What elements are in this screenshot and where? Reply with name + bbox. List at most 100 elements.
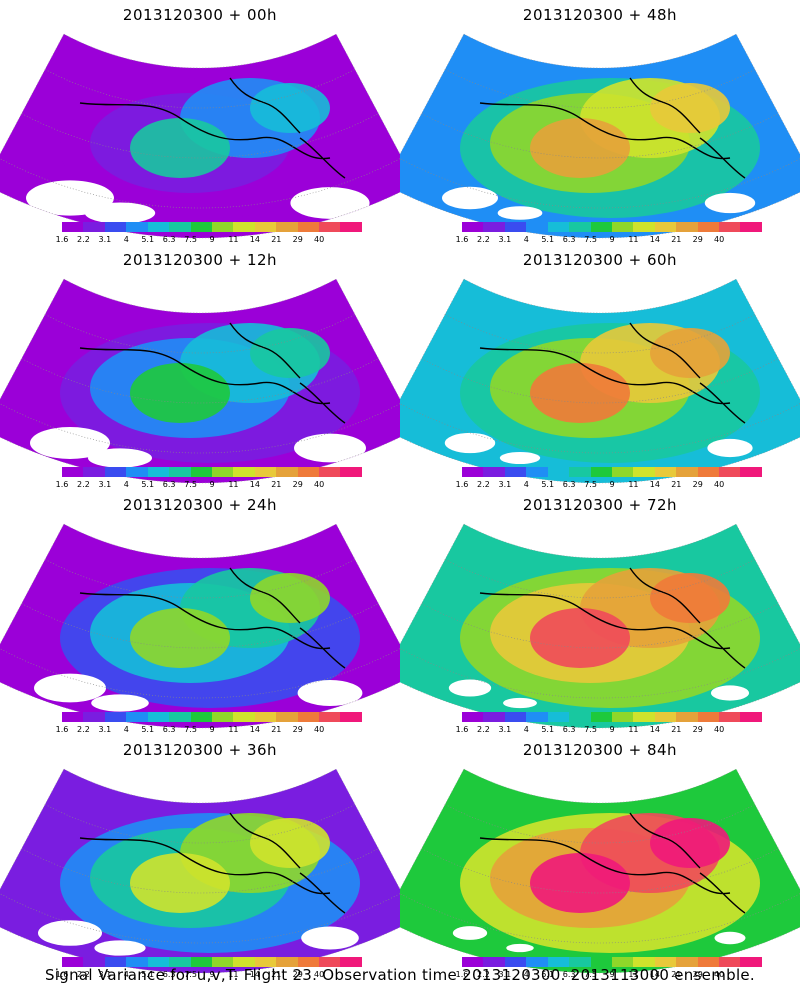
colorbar-segment: [462, 957, 484, 967]
colorbar-segment: [526, 712, 548, 722]
colorbar-segment: [319, 957, 341, 967]
colorbar-tick-label: 6.3: [562, 480, 576, 489]
colorbar-tick-label: 29: [292, 480, 303, 489]
colorbar-tick-label: 11: [228, 725, 239, 734]
colorbar-tick-label: 9: [609, 725, 615, 734]
colorbar-segment: [654, 222, 677, 232]
low-variance-gap: [84, 202, 156, 224]
low-variance-gap: [444, 432, 496, 454]
colorbar-tick-label: 5.1: [541, 480, 555, 489]
colorbar-tick-label: 2.2: [77, 725, 90, 734]
low-variance-gap: [707, 438, 753, 458]
colorbar-segment: [569, 467, 591, 477]
colorbar-tick-label: 21: [271, 235, 282, 244]
colorbar-segment: [254, 222, 277, 232]
colorbar-segment: [740, 712, 762, 722]
colorbar-tick-label: 6.3: [562, 725, 576, 734]
colorbar-tick-label: 1.6: [55, 480, 69, 489]
map-panel: 2013120300 + 72h 1.6 2.2 3.1 4 5.1 6.3 7.5 9 11 14…: [400, 490, 800, 735]
panel-title: 2013120300 + 00h: [122, 6, 278, 24]
colorbar: [62, 222, 362, 232]
colorbar-segment: [62, 957, 84, 967]
polar-map: [0, 523, 400, 729]
variance-contour: [530, 608, 630, 668]
colorbar: [462, 467, 762, 477]
colorbar-segment: [526, 467, 548, 477]
colorbar: [62, 957, 362, 967]
colorbar-tick-label: 29: [692, 235, 703, 244]
colorbar-segment: [633, 222, 655, 232]
low-variance-gap: [34, 673, 106, 703]
coastline: [479, 77, 746, 179]
colorbar-tick-label: 6.3: [162, 235, 176, 244]
colorbar-tick-label: 21: [271, 725, 282, 734]
colorbar-tick-label: 3.1: [98, 480, 112, 489]
map-boundary: [400, 523, 800, 729]
variance-contour: [650, 83, 730, 133]
polar-map: [400, 278, 800, 484]
polar-map: [400, 33, 800, 239]
low-variance-gap: [452, 926, 488, 940]
low-variance-gap: [91, 694, 149, 712]
variance-contour: [130, 853, 230, 913]
low-variance-gap: [714, 931, 746, 945]
variance-contour: [650, 818, 730, 868]
colorbar-segment: [147, 712, 170, 722]
colorbar-tick-label: 1.6: [455, 235, 469, 244]
colorbar-tick-label: 5.1: [141, 235, 155, 244]
variance-contour: [530, 363, 630, 423]
colorbar-segment: [340, 467, 362, 477]
colorbar-segment: [569, 712, 591, 722]
variance-contour: [250, 328, 330, 378]
map-panel: 2013120300 + 36h 1.6 2.2 3.1 4 5.1 6.3 7.5 9 11 14…: [0, 735, 400, 980]
latitude-gridline: [421, 358, 779, 404]
variance-contour: [130, 363, 230, 423]
latitude-gridline: [21, 603, 379, 649]
colorbar-tick-label: 14: [249, 235, 260, 244]
colorbar-tick-label: 2.2: [477, 970, 490, 979]
variance-contour: [130, 608, 230, 668]
latitude-gridline: [400, 648, 800, 699]
coastline: [79, 812, 346, 914]
colorbar-segment: [297, 467, 320, 477]
colorbar-tick-label: 14: [649, 970, 660, 979]
polar-map: [0, 768, 400, 974]
colorbar-segment: [211, 712, 234, 722]
map-panel: 2013120300 + 48h 1.6 2.2 3.1 4 5.1 6.3 7.5 9 11 14…: [400, 0, 800, 245]
colorbar-tick-label: 14: [649, 480, 660, 489]
low-variance-gap: [704, 192, 756, 214]
coastline: [479, 812, 746, 914]
colorbar-tick-label: 6.3: [562, 970, 576, 979]
colorbar-tick-label: 9: [609, 480, 615, 489]
colorbar-segment: [233, 957, 255, 967]
low-variance-gap: [30, 427, 110, 459]
map-panel: 2013120300 + 12h 1.6 2.2 3.1 4 5.1 6.3 7.5 9 11 14…: [0, 245, 400, 490]
colorbar-segment: [719, 222, 741, 232]
colorbar-segment: [169, 712, 191, 722]
map-boundary: [400, 33, 800, 239]
colorbar-tick-label: 1.6: [455, 480, 469, 489]
latitude-gridline: [421, 603, 779, 649]
colorbar-segment: [569, 222, 591, 232]
colorbar-segment: [340, 957, 362, 967]
colorbar-tick-label: 3.1: [98, 235, 112, 244]
colorbar-tick-label: 40: [314, 725, 325, 734]
variance-contour: [650, 573, 730, 623]
colorbar-segment: [590, 957, 612, 967]
colorbar-segment: [254, 467, 277, 477]
variance-contour: [250, 573, 330, 623]
colorbar-tick-label: 14: [649, 725, 660, 734]
colorbar-segment: [190, 222, 212, 232]
colorbar-tick-label: 29: [292, 970, 303, 979]
colorbar-segment: [697, 712, 720, 722]
colorbar-segment: [547, 712, 570, 722]
colorbar-tick-label: 9: [609, 235, 615, 244]
colorbar-segment: [83, 957, 105, 967]
colorbar-segment: [211, 957, 234, 967]
colorbar-segment: [297, 712, 320, 722]
map-panel: 2013120300 + 84h 1.6 2.2 3.1 4 5.1 6.3 7.5 9 11 14…: [400, 735, 800, 980]
colorbar-labels: 1.6 2.2 3.1 4 5.1 6.3 7.5 9 11 14 21 29 40: [456, 970, 762, 980]
colorbar-tick-label: 7.5: [584, 480, 597, 489]
colorbar-segment: [104, 957, 127, 967]
map-panel: 2013120300 + 60h 1.6 2.2 3.1 4 5.1 6.3 7.5 9 11 14…: [400, 245, 800, 490]
